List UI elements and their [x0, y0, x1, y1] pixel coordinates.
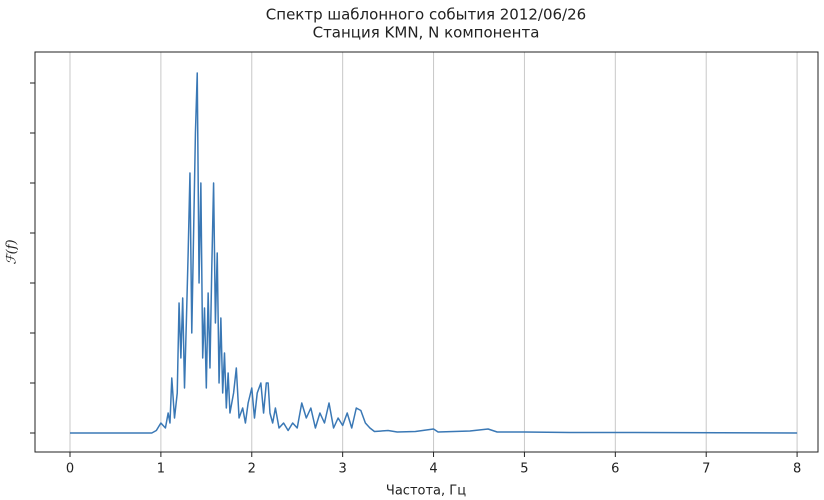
chart-title: Спектр шаблонного события 2012/06/26	[266, 6, 586, 24]
plot-frame	[34, 51, 819, 453]
x-tick-label: 8	[793, 462, 801, 477]
x-tick-label: 6	[611, 462, 619, 477]
x-tick-label: 5	[520, 462, 528, 477]
x-tick-label: 7	[702, 462, 710, 477]
x-tick-label: 1	[157, 462, 165, 477]
x-tick-label: 0	[66, 462, 74, 477]
x-tick-label: 3	[339, 462, 347, 477]
x-tick-label: 4	[429, 462, 437, 477]
chart-subtitle: Станция KMN, N компонента	[313, 24, 540, 42]
spectrum-line	[69, 72, 798, 434]
y-axis-label: ℱ(f)	[5, 239, 20, 264]
x-tick-label: 2	[248, 462, 256, 477]
x-axis-label: Частота, Гц	[386, 484, 466, 499]
